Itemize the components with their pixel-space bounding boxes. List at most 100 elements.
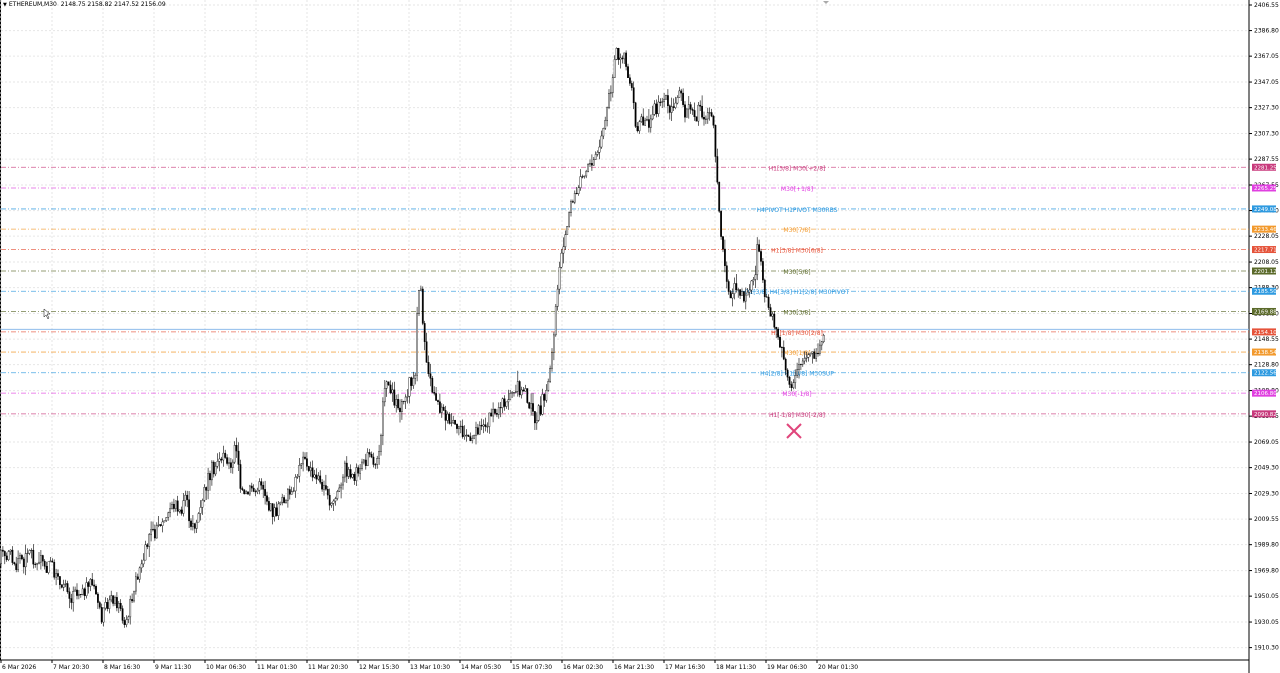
candle [114,595,116,606]
candle [452,415,455,424]
candle [579,169,582,191]
candle-body [364,459,367,466]
candle [746,287,749,296]
candle [560,249,563,269]
candle-body [420,288,422,291]
candle [34,562,37,568]
collapse-triangle-icon[interactable]: ▼ [3,2,7,8]
candle [247,491,249,495]
candle-body [608,93,610,108]
candle-body [433,392,436,394]
candle [623,52,626,65]
candle-body [592,159,595,166]
candle [750,280,753,294]
candle [794,369,797,389]
candle-body [461,425,464,437]
candle-body [638,121,641,132]
candle [323,480,325,496]
candle [781,346,783,358]
candle [11,546,14,566]
candle [678,86,681,98]
candle [520,386,523,399]
candle-body [653,103,656,115]
candle [815,348,818,362]
candle-body [463,435,466,437]
candle-body [668,105,671,113]
candle-body [610,92,612,94]
candle-body [191,523,194,527]
candle [813,348,816,359]
candle-body [290,491,293,495]
candle-body [752,279,755,282]
candle-body [250,485,253,489]
candle-body [144,544,147,561]
candle-body [733,283,736,294]
candle [201,498,204,515]
candle [190,518,192,531]
candle [96,592,99,610]
candle [117,601,120,614]
level-price-tag [1252,307,1276,315]
candle [245,490,247,495]
candle [454,419,456,425]
candle [140,559,143,573]
x-tick-label: 15 Mar 07:30 [512,664,552,671]
candle [89,578,92,592]
candle [108,595,111,614]
candle-body [283,497,285,503]
x-tick-label: 10 Mar 06:30 [206,664,246,671]
candle [777,327,780,340]
candle [570,199,572,217]
candle-body [207,473,209,491]
candle-body [287,489,289,501]
candle-body [110,595,113,601]
candle-body [632,87,635,104]
candle [478,421,481,435]
candle-body [613,59,616,78]
candle-body [801,360,804,365]
candle-body [85,582,88,596]
candle-body [218,458,221,462]
candle [788,375,791,388]
candle-body [5,555,8,560]
candle-body [115,597,118,609]
candle-body [773,313,776,328]
candle [731,288,734,307]
x-tick-label: 17 Mar 16:30 [665,664,705,671]
level-price-tag [1252,328,1276,336]
candle-body [408,377,411,397]
candle-body [710,112,713,117]
candle [0,549,2,569]
candle [326,485,329,500]
candle [682,88,685,108]
candle-body [366,452,369,466]
candle-body [224,452,227,458]
candle [98,600,101,610]
candle-body [499,407,502,409]
candle [191,515,194,531]
candle-body [627,66,629,78]
candle [397,394,399,411]
candle-body [657,101,660,115]
candle-body [794,375,797,383]
candle [456,423,458,434]
y-tick-label: 2148.55 [1254,336,1279,343]
candle [285,498,287,504]
candle-body [513,392,515,394]
candle [399,399,401,423]
candle-body [720,211,723,237]
candle [522,387,525,392]
candle-body [134,576,137,592]
x-tick-label: 18 Mar 11:30 [716,664,756,671]
candle-body [573,193,576,203]
candle-body [437,400,439,402]
candle-body [663,98,666,102]
candle [38,551,40,565]
candle-body [712,115,715,126]
candle-body [765,296,768,298]
candle [355,463,358,487]
candle [465,429,468,442]
candle [668,104,671,120]
